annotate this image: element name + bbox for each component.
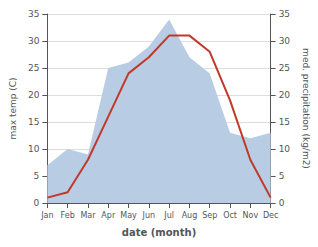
svg-text:30: 30	[279, 36, 291, 46]
svg-text:25: 25	[279, 63, 290, 73]
svg-text:Mar: Mar	[80, 211, 96, 220]
svg-text:Aug: Aug	[182, 211, 198, 220]
svg-text:0: 0	[279, 198, 285, 208]
svg-text:15: 15	[28, 117, 39, 127]
svg-text:Nov: Nov	[243, 211, 259, 220]
svg-text:35: 35	[28, 9, 39, 19]
svg-text:Feb: Feb	[61, 211, 75, 220]
svg-text:15: 15	[279, 117, 290, 127]
svg-text:25: 25	[28, 63, 39, 73]
svg-text:10: 10	[28, 144, 40, 154]
svg-text:20: 20	[28, 90, 40, 100]
svg-text:Dec: Dec	[263, 211, 278, 220]
svg-text:30: 30	[28, 36, 40, 46]
svg-text:Apr: Apr	[101, 211, 116, 220]
svg-text:Jun: Jun	[142, 211, 156, 220]
svg-text:5: 5	[279, 171, 285, 181]
svg-text:Jan: Jan	[40, 211, 53, 220]
svg-text:10: 10	[279, 144, 291, 154]
svg-text:max temp (C): max temp (C)	[8, 77, 18, 139]
svg-text:med. precipitation (kg/m2): med. precipitation (kg/m2)	[301, 48, 311, 169]
svg-text:35: 35	[279, 9, 290, 19]
svg-text:May: May	[120, 211, 137, 220]
svg-text:Sep: Sep	[202, 211, 217, 220]
svg-text:0: 0	[34, 198, 40, 208]
svg-text:20: 20	[279, 90, 291, 100]
svg-text:5: 5	[34, 171, 40, 181]
svg-text:Jul: Jul	[163, 211, 174, 220]
svg-text:date (month): date (month)	[122, 227, 196, 238]
svg-text:Oct: Oct	[223, 211, 237, 220]
